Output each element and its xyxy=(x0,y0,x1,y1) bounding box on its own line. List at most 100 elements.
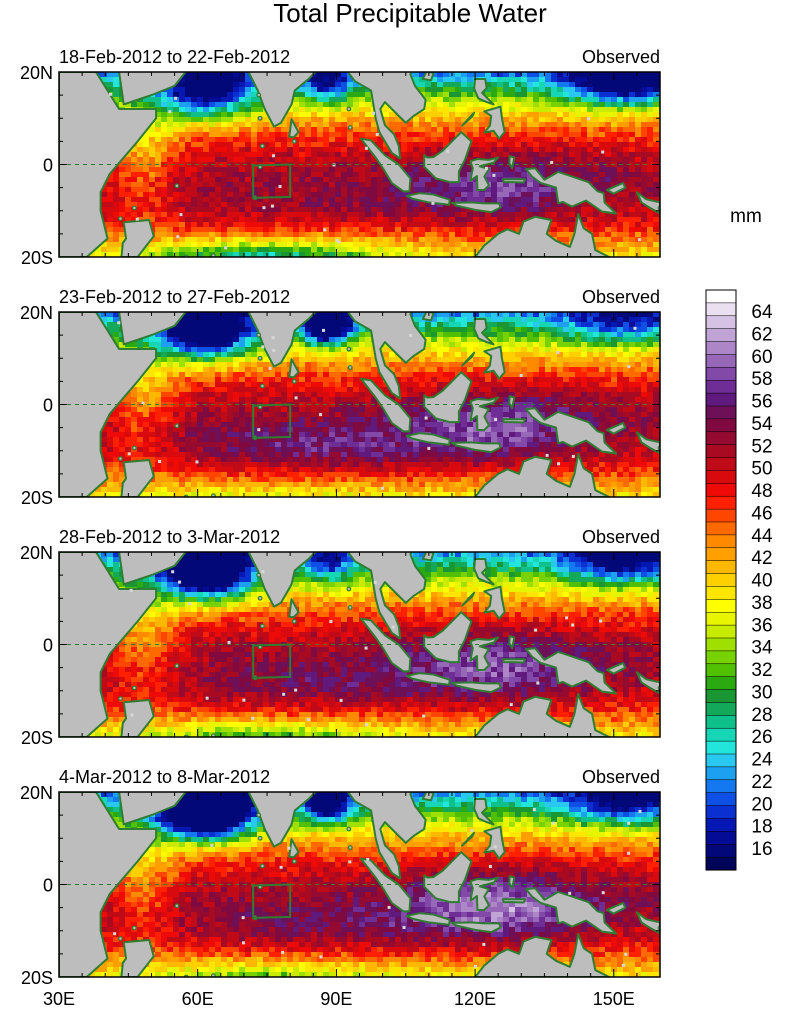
panel-status: Observed xyxy=(582,767,660,787)
island xyxy=(260,863,265,869)
missing-data-pixel xyxy=(387,905,391,909)
colorbar-swatch xyxy=(705,831,737,845)
panel-date-range: 28-Feb-2012 to 3-Mar-2012 xyxy=(59,527,280,547)
missing-data-pixel xyxy=(601,150,605,154)
colorbar-label: 18 xyxy=(751,817,772,838)
missing-data-pixel xyxy=(568,891,572,895)
colorbar: 6462605856545250484644424038363432302826… xyxy=(705,289,773,871)
missing-data-pixel xyxy=(627,365,631,369)
missing-data-pixel xyxy=(380,486,384,490)
lat-tick-label: 20N xyxy=(20,543,53,563)
colorbar-label: 32 xyxy=(751,660,772,681)
island xyxy=(174,183,180,189)
missing-data-pixel xyxy=(587,117,591,121)
island xyxy=(346,826,352,832)
missing-data-pixel xyxy=(532,807,536,811)
highlight-box xyxy=(252,883,292,919)
missing-data-pixel xyxy=(519,374,523,378)
island xyxy=(346,106,352,112)
missing-data-pixel xyxy=(117,321,121,325)
landmass xyxy=(423,131,473,184)
colorbar-label: 16 xyxy=(751,839,772,860)
missing-data-pixel xyxy=(536,681,540,685)
missing-data-pixel xyxy=(158,459,162,463)
missing-data-pixel xyxy=(337,240,341,244)
missing-data-pixel xyxy=(129,588,133,592)
island xyxy=(131,205,137,211)
island xyxy=(291,618,297,624)
landmass xyxy=(246,792,317,848)
landmass xyxy=(450,681,502,694)
landmass xyxy=(524,647,618,695)
landmass xyxy=(473,77,495,106)
landmass xyxy=(118,72,187,106)
colorbar-label: 52 xyxy=(751,436,772,457)
missing-data-pixel xyxy=(272,154,276,158)
lat-tick-label: 20S xyxy=(21,728,53,748)
colorbar-swatch xyxy=(705,289,737,304)
landmass xyxy=(469,636,500,671)
missing-data-pixel xyxy=(279,865,283,869)
landmass xyxy=(118,792,187,826)
landmass xyxy=(405,912,451,926)
missing-data-pixel xyxy=(278,185,282,189)
missing-data-pixel xyxy=(364,723,368,727)
landmass xyxy=(469,156,500,191)
landmass xyxy=(346,792,427,880)
map-panel: 20N 0 20S 4-Mar-2012 to 8-Mar-2012 Observed xyxy=(20,767,661,988)
colorbar-swatch xyxy=(705,444,737,459)
landmass xyxy=(474,212,611,257)
panel-date-range: 18-Feb-2012 to 22-Feb-2012 xyxy=(59,47,290,67)
colorbar-swatch xyxy=(705,457,737,471)
colorbar-swatch xyxy=(705,508,737,523)
map-panel: 20N 0 20S 28-Feb-2012 to 3-Mar-2012 Observed xyxy=(20,527,661,748)
colorbar-label: 54 xyxy=(751,414,773,435)
missing-data-pixel xyxy=(329,620,333,624)
lat-tick-label: 20N xyxy=(20,303,53,323)
missing-data-pixel xyxy=(571,454,575,458)
highlight-box xyxy=(252,163,292,199)
landmass xyxy=(483,825,506,860)
landmass xyxy=(288,838,300,859)
colorbar-swatch xyxy=(705,418,737,433)
landmass xyxy=(461,591,476,607)
missing-data-pixel xyxy=(179,213,183,217)
colorbar-label: 48 xyxy=(751,481,772,502)
landmass xyxy=(524,407,618,455)
missing-data-pixel xyxy=(565,616,569,620)
colorbar-swatch xyxy=(705,354,737,368)
island xyxy=(174,903,180,909)
landmass xyxy=(120,219,155,257)
colorbar-label: 38 xyxy=(751,593,772,614)
landmass xyxy=(473,317,495,346)
lat-tick-label: 20S xyxy=(21,968,53,988)
lon-tick-label: 30E xyxy=(43,989,75,1009)
colorbar-swatch xyxy=(705,715,737,729)
landmass xyxy=(605,902,627,915)
landmass xyxy=(605,182,627,195)
colorbar-swatch xyxy=(705,392,737,407)
colorbar-swatch xyxy=(705,805,737,819)
lon-tick-label: 120E xyxy=(454,989,496,1009)
lat-tick-label: 20N xyxy=(20,63,53,83)
island xyxy=(118,456,123,462)
missing-data-pixel xyxy=(176,235,180,239)
colorbar-swatch xyxy=(705,611,737,626)
colorbar-label: 64 xyxy=(751,302,773,323)
colorbar-swatch xyxy=(705,753,737,768)
missing-data-pixel xyxy=(261,345,265,349)
panel-date-range: 23-Feb-2012 to 27-Feb-2012 xyxy=(59,287,290,307)
colorbar-swatch xyxy=(705,702,737,716)
landmass xyxy=(405,192,451,206)
island xyxy=(174,663,180,669)
landmass xyxy=(524,887,618,935)
landmass xyxy=(120,939,155,977)
missing-data-pixel xyxy=(319,413,323,417)
landmass xyxy=(346,72,427,160)
missing-data-pixel xyxy=(227,640,231,644)
island xyxy=(260,143,265,149)
island xyxy=(131,445,137,451)
colorbar-swatch xyxy=(705,495,737,510)
missing-data-pixel xyxy=(627,821,631,825)
missing-data-pixel xyxy=(601,891,605,895)
